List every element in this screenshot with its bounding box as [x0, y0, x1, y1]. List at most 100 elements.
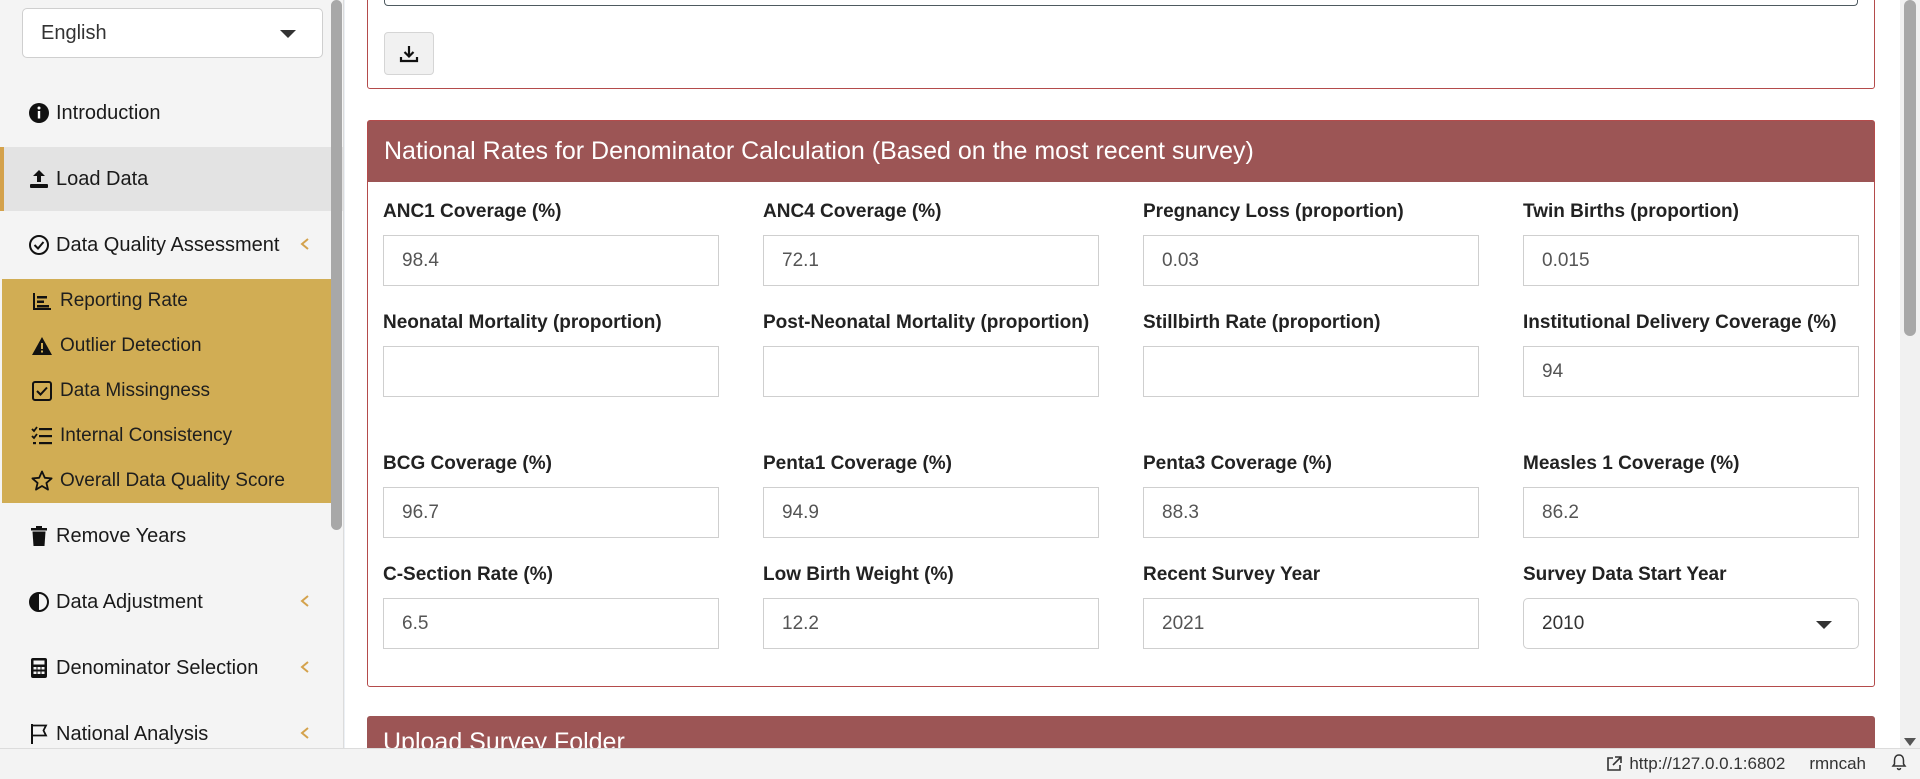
chevron-left-icon [300, 238, 309, 250]
bell-icon[interactable] [1890, 753, 1908, 776]
anc4-coverage-input[interactable]: 72.1 [763, 235, 1099, 286]
field-anc1-coverage: ANC1 Coverage (%) 98.4 [383, 197, 719, 286]
pregnancy-loss-input[interactable]: 0.03 [1143, 235, 1479, 286]
submenu-item-label: Data Missingness [60, 380, 210, 401]
sidebar-item-label: Denominator Selection [56, 656, 259, 679]
status-bar: http://127.0.0.1:6802 rmncah [0, 748, 1920, 779]
submenu-item-label: Outlier Detection [60, 335, 202, 356]
neonatal-mortality-input[interactable] [383, 346, 719, 397]
field-anc4-coverage: ANC4 Coverage (%) 72.1 [763, 197, 1099, 286]
sidebar-scrollbar[interactable] [331, 0, 342, 530]
sidebar-item-data-adjustment[interactable]: Data Adjustment [0, 587, 343, 617]
language-select[interactable]: English [22, 8, 323, 58]
submenu-item-internal-consistency[interactable]: Internal Consistency [30, 424, 232, 448]
bcg-coverage-input[interactable]: 96.7 [383, 487, 719, 538]
submenu-item-label: Reporting Rate [60, 290, 188, 311]
list-check-icon [30, 424, 54, 448]
sidebar-item-remove-years[interactable]: Remove Years [0, 521, 343, 551]
star-icon [30, 469, 54, 493]
previous-panel [367, 0, 1875, 89]
post-neonatal-mortality-input[interactable] [763, 346, 1099, 397]
penta1-coverage-input[interactable]: 94.9 [763, 487, 1099, 538]
check-circle-icon [26, 232, 52, 258]
sidebar-item-label: National Analysis [56, 722, 209, 745]
main-content: National Rates for Denominator Calculati… [345, 0, 1900, 748]
flag-icon [26, 721, 52, 747]
submenu-item-label: Internal Consistency [60, 425, 233, 446]
c-section-rate-input[interactable]: 6.5 [383, 598, 719, 649]
sidebar-item-load-data[interactable]: Load Data [0, 147, 343, 211]
submenu-item-reporting-rate[interactable]: Reporting Rate [30, 289, 188, 313]
chevron-left-icon [300, 661, 309, 673]
external-link-icon [1607, 756, 1623, 771]
submenu-item-data-missingness[interactable]: Data Missingness [30, 379, 210, 403]
page-scrollbar[interactable] [1900, 0, 1920, 748]
field-low-birth-weight: Low Birth Weight (%) 12.2 [763, 560, 1099, 649]
measles1-coverage-input[interactable]: 86.2 [1523, 487, 1859, 538]
survey-start-year-select[interactable]: 2010 [1523, 598, 1859, 649]
calculator-icon [26, 655, 52, 681]
field-label: Twin Births (proportion) [1523, 201, 1739, 222]
field-label: ANC1 Coverage (%) [383, 201, 562, 222]
recent-survey-year-input[interactable]: 2021 [1143, 598, 1479, 649]
twin-births-input[interactable]: 0.015 [1523, 235, 1859, 286]
field-label: Stillbirth Rate (proportion) [1143, 312, 1381, 333]
sidebar-item-national-analysis[interactable]: National Analysis [0, 719, 343, 748]
field-penta3-coverage: Penta3 Coverage (%) 88.3 [1143, 449, 1479, 538]
field-post-neonatal-mortality: Post-Neonatal Mortality (proportion) [763, 308, 1099, 397]
field-institutional-delivery: Institutional Delivery Coverage (%) 94 [1523, 308, 1859, 397]
field-label: C-Section Rate (%) [383, 564, 553, 585]
download-icon [399, 45, 419, 62]
status-app-name: rmncah [1809, 754, 1866, 773]
field-label: Recent Survey Year [1143, 564, 1321, 585]
field-stillbirth-rate: Stillbirth Rate (proportion) [1143, 308, 1479, 397]
sidebar-item-label: Data Quality Assessment [56, 233, 280, 256]
previous-panel-input[interactable] [384, 0, 1858, 6]
trash-icon [26, 523, 52, 549]
sidebar-item-label: Introduction [56, 101, 161, 124]
low-birth-weight-input[interactable]: 12.2 [763, 598, 1099, 649]
stillbirth-rate-input[interactable] [1143, 346, 1479, 397]
half-circle-icon [26, 589, 52, 615]
field-label: Post-Neonatal Mortality (proportion) [763, 312, 1090, 333]
submenu-item-label: Overall Data Quality Score [60, 470, 285, 491]
submenu-item-outlier-detection[interactable]: Outlier Detection [30, 334, 202, 358]
sidebar-item-label: Remove Years [56, 524, 187, 547]
field-c-section-rate: C-Section Rate (%) 6.5 [383, 560, 719, 649]
select-value: 2010 [1542, 612, 1585, 634]
scrollbar-thumb[interactable] [1904, 0, 1916, 336]
field-bcg-coverage: BCG Coverage (%) 96.7 [383, 449, 719, 538]
field-label: Penta1 Coverage (%) [763, 453, 953, 474]
field-label: Measles 1 Coverage (%) [1523, 453, 1740, 474]
chevron-down-icon [1816, 621, 1832, 629]
field-pregnancy-loss: Pregnancy Loss (proportion) 0.03 [1143, 197, 1479, 286]
sidebar-item-introduction[interactable]: Introduction [0, 98, 343, 128]
submenu-item-overall-data-quality-score[interactable]: Overall Data Quality Score [30, 469, 285, 493]
field-label: Neonatal Mortality (proportion) [383, 312, 662, 333]
language-value: English [41, 21, 107, 44]
field-survey-data-start-year: Survey Data Start Year 2010 [1523, 560, 1859, 649]
national-rates-panel: National Rates for Denominator Calculati… [367, 120, 1875, 687]
field-label: BCG Coverage (%) [383, 453, 552, 474]
anc1-coverage-input[interactable]: 98.4 [383, 235, 719, 286]
field-label: Penta3 Coverage (%) [1143, 453, 1333, 474]
scroll-down-arrow-icon[interactable] [1904, 738, 1916, 746]
field-label: Survey Data Start Year [1523, 564, 1727, 585]
sidebar: English Introduction Load Data Data Qual… [0, 0, 344, 748]
sidebar-item-denominator-selection[interactable]: Denominator Selection [0, 653, 343, 683]
sidebar-item-data-quality-assessment[interactable]: Data Quality Assessment [0, 230, 343, 260]
sidebar-item-label: Load Data [56, 167, 149, 190]
status-url[interactable]: http://127.0.0.1:6802 [1605, 754, 1785, 774]
field-label: Institutional Delivery Coverage (%) [1523, 312, 1837, 333]
institutional-delivery-input[interactable]: 94 [1523, 346, 1859, 397]
warning-icon [30, 334, 54, 358]
download-button[interactable] [384, 32, 434, 75]
chevron-left-icon [300, 727, 309, 739]
check-square-icon [30, 379, 54, 403]
info-icon [26, 100, 52, 126]
panel-title: National Rates for Denominator Calculati… [368, 121, 1874, 182]
field-twin-births: Twin Births (proportion) 0.015 [1523, 197, 1859, 286]
field-label: Low Birth Weight (%) [763, 564, 954, 585]
status-url-text: http://127.0.0.1:6802 [1629, 754, 1786, 773]
penta3-coverage-input[interactable]: 88.3 [1143, 487, 1479, 538]
